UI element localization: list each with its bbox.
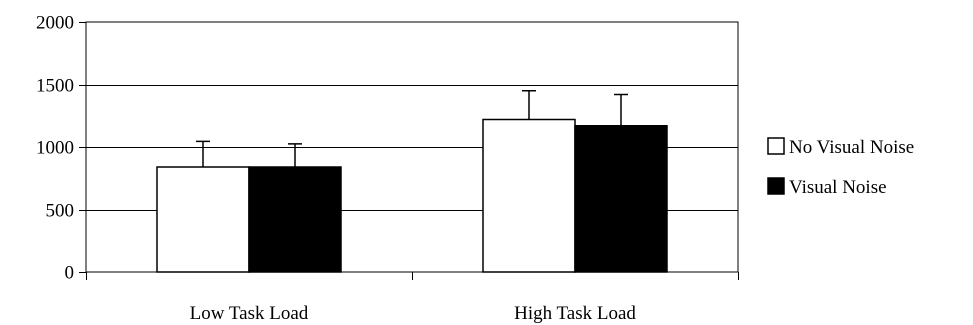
category-labels: Low Task Load High Task Load [190,303,637,324]
bar [156,166,250,273]
y-tick-label: 0 [65,263,75,284]
legend-label: Visual Noise [789,177,887,198]
y-tick-label: 500 [46,201,75,222]
category-label: Low Task Load [190,303,309,324]
bar [482,118,576,273]
legend-label: No Visual Noise [789,137,914,158]
legend-swatch [767,137,785,155]
legend-swatch [767,177,785,195]
y-tick-label: 2000 [36,13,74,34]
category-label: High Task Load [514,303,636,324]
bar [248,166,342,273]
y-tick-label: 1500 [36,76,74,97]
y-tick-labels: 0 500 1000 1500 2000 [36,13,74,284]
legend: No Visual Noise Visual Noise [767,137,914,198]
y-tick-label: 1000 [36,138,74,159]
error-bars [196,90,628,167]
axes [79,22,739,280]
bar [574,125,668,273]
bars [156,118,668,273]
